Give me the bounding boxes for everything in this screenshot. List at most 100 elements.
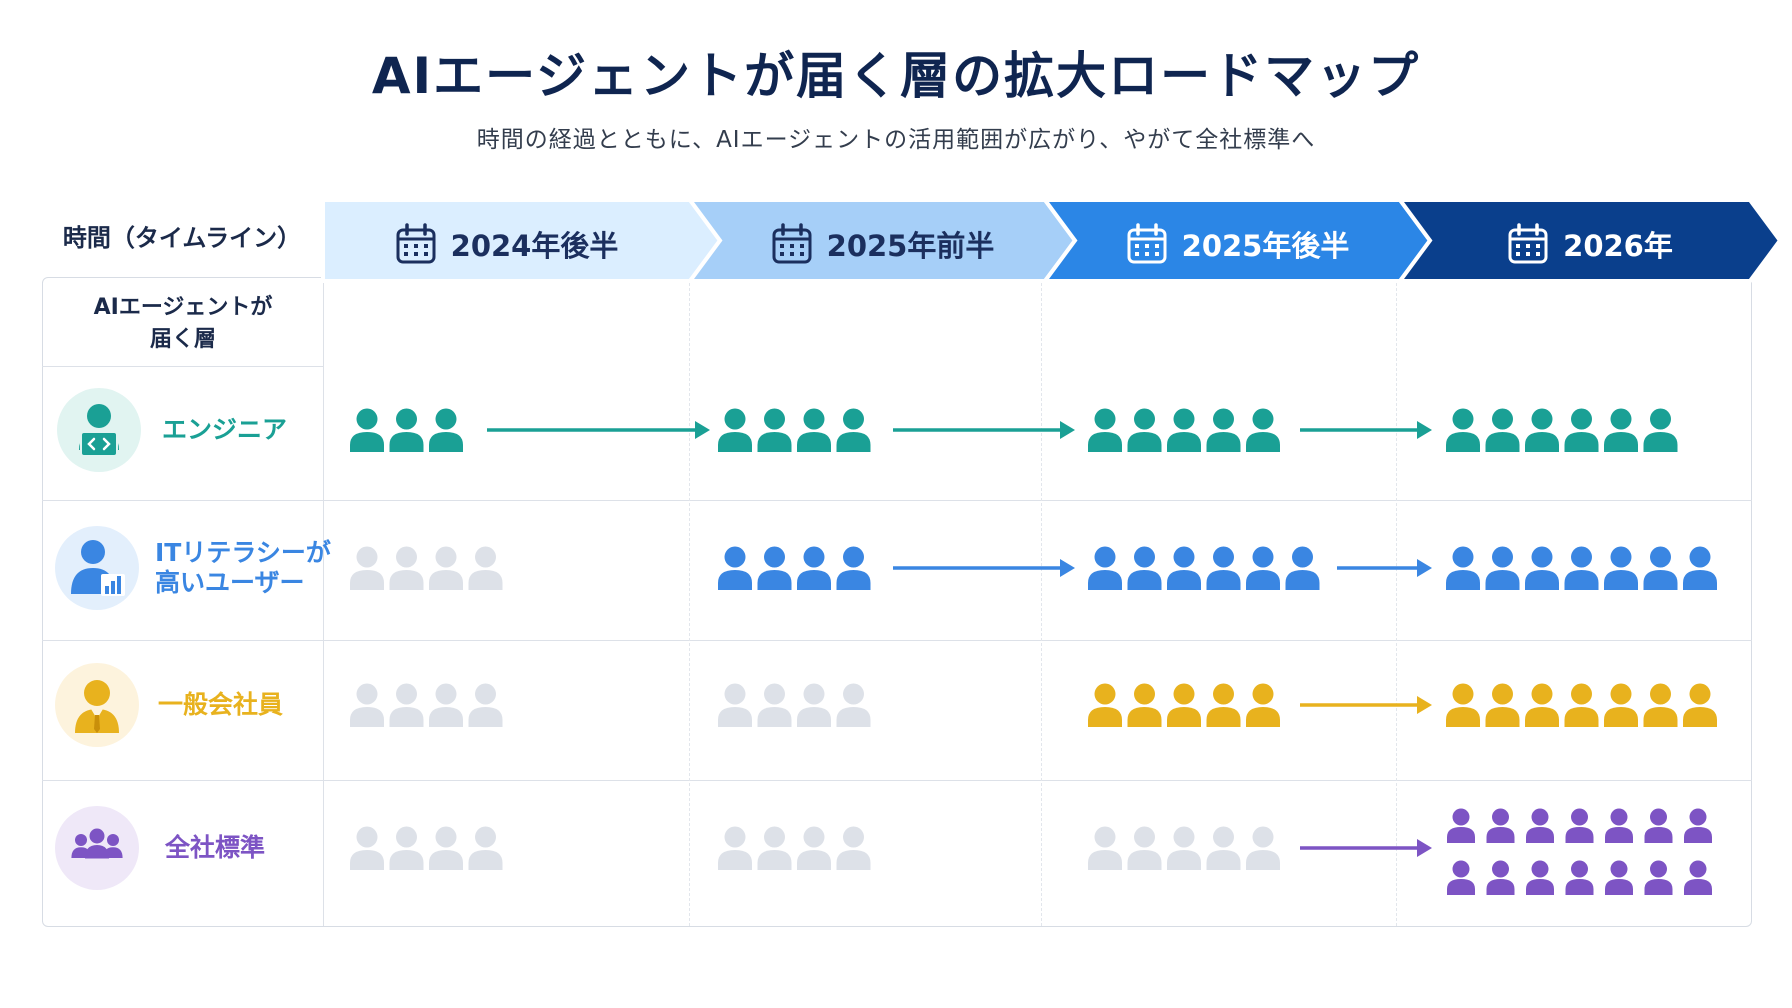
- person-mark: [718, 826, 752, 870]
- person-mark: [1446, 546, 1480, 590]
- person-mark: [1564, 408, 1599, 452]
- layer-icon-badge: [55, 806, 139, 890]
- timeline-label: 時間（タイムライン）: [62, 224, 302, 252]
- phase-2: 2025年後半: [1075, 222, 1400, 266]
- person-mark: [1605, 860, 1633, 895]
- person-mark: [757, 408, 792, 452]
- person-mark: [1525, 546, 1559, 590]
- person-mark: [1643, 683, 1678, 727]
- person-mark: [757, 683, 792, 727]
- progress-arrow: [1300, 839, 1432, 857]
- person-mark: [429, 683, 463, 727]
- person-mark: [1246, 546, 1280, 590]
- person-mark: [350, 683, 384, 727]
- person-mark: [1604, 408, 1638, 452]
- person-mark: [757, 826, 792, 870]
- person-mark: [1683, 546, 1717, 590]
- person-mark: [1285, 546, 1320, 590]
- person-mark: [1684, 860, 1712, 895]
- person-mark: [1206, 826, 1241, 870]
- label-column-divider: [323, 278, 324, 926]
- progress-arrow: [1300, 696, 1432, 714]
- person-mark: [1565, 808, 1594, 843]
- person-mark: [1525, 408, 1559, 452]
- person-mark: [1246, 683, 1280, 727]
- person-mark: [1564, 683, 1599, 727]
- person-mark: [1644, 860, 1673, 895]
- layer-column-header: AIエージェントが 届く層: [42, 284, 324, 364]
- person-mark: [718, 408, 752, 452]
- engineer-laptop-icon: [79, 404, 119, 457]
- person-mark: [1526, 808, 1554, 843]
- group-icon: [71, 828, 123, 859]
- layer-icon-badge: [57, 388, 141, 472]
- person-mark: [1206, 683, 1241, 727]
- person-mark: [1643, 408, 1678, 452]
- person-mark: [1447, 860, 1475, 895]
- calendar-icon: [1508, 223, 1548, 264]
- person-mark: [429, 408, 463, 452]
- phase-label-text: 2024年後半: [450, 229, 619, 263]
- person-mark: [389, 683, 424, 727]
- person-mark: [836, 408, 871, 452]
- person-mark: [1643, 546, 1678, 590]
- person-mark: [1167, 683, 1201, 727]
- person-mark: [1167, 408, 1201, 452]
- person-mark: [836, 826, 871, 870]
- person-mark: [1485, 408, 1520, 452]
- header-row-divider: [42, 366, 324, 367]
- phase-label-text: 2025年前半: [826, 229, 995, 263]
- person-mark: [1206, 546, 1241, 590]
- page-title: AIエージェントが届く層の拡大ロードマップ: [371, 47, 1421, 105]
- person-mark: [1088, 683, 1122, 727]
- person-mark: [1246, 826, 1280, 870]
- person-mark: [1684, 808, 1712, 843]
- row-divider: [42, 780, 1752, 781]
- person-mark: [1446, 683, 1480, 727]
- layer-name: ITリテラシーが 高いユーザー: [155, 538, 331, 597]
- person-mark: [1564, 546, 1599, 590]
- person-mark: [718, 683, 752, 727]
- person-mark: [1446, 408, 1480, 452]
- phase-divider: [1041, 278, 1042, 926]
- phase-3: 2026年: [1430, 222, 1750, 266]
- layer-name: エンジニア: [162, 415, 288, 444]
- person-mark: [1565, 860, 1594, 895]
- person-mark: [468, 546, 503, 590]
- phase-divider: [1396, 278, 1397, 926]
- progress-arrow: [1337, 559, 1432, 577]
- layer-icon-badge: [55, 663, 139, 747]
- progress-arrow: [893, 559, 1075, 577]
- person-mark: [797, 683, 831, 727]
- person-mark: [1127, 408, 1162, 452]
- person-mark: [1644, 808, 1673, 843]
- person-mark: [1485, 546, 1520, 590]
- person-mark: [797, 408, 831, 452]
- person-mark: [757, 546, 792, 590]
- office-worker-icon: [75, 680, 119, 733]
- person-mark: [1088, 826, 1122, 870]
- person-mark: [1127, 546, 1162, 590]
- person-mark: [389, 546, 424, 590]
- person-mark: [1605, 808, 1633, 843]
- person-mark: [468, 826, 503, 870]
- person-mark: [718, 546, 752, 590]
- calendar-icon: [1127, 223, 1167, 264]
- person-mark: [1604, 683, 1638, 727]
- person-mark: [429, 826, 463, 870]
- layer-column-header-text: AIエージェントが 届く層: [93, 295, 273, 352]
- person-mark: [1485, 683, 1520, 727]
- timeline-chevron: [1396, 198, 1783, 283]
- person-mark: [1127, 683, 1162, 727]
- person-mark: [1088, 546, 1122, 590]
- person-mark: [1486, 860, 1515, 895]
- progress-arrow: [893, 421, 1075, 439]
- person-mark: [1525, 683, 1559, 727]
- person-mark: [1167, 826, 1201, 870]
- person-mark: [389, 826, 424, 870]
- calendar-icon: [396, 223, 436, 264]
- person-mark: [350, 546, 384, 590]
- person-mark: [1604, 546, 1638, 590]
- person-mark: [1486, 808, 1515, 843]
